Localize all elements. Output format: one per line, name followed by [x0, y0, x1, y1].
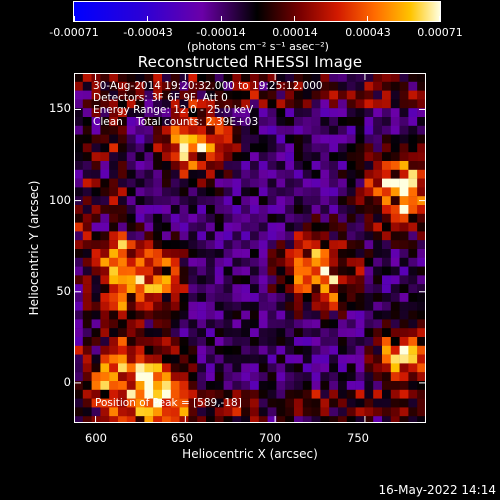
- plot-title: Reconstructed RHESSI Image: [137, 53, 363, 71]
- image-plot: [74, 73, 426, 423]
- annotation-energy: Energy Range: 12.0 - 25.0 keV: [93, 104, 254, 116]
- colorbar-tick-label: 0.00014: [272, 26, 318, 39]
- y-tick-label: 50: [56, 284, 71, 298]
- x-tick-label: 650: [171, 431, 193, 445]
- annotation-clean-counts: Clean Total counts: 2.39E+03: [93, 116, 259, 128]
- colorbar-tick: [74, 16, 75, 21]
- x-axis-label: Heliocentric X (arcsec): [182, 447, 318, 461]
- colorbar-tick-label: -0.00071: [49, 26, 99, 39]
- annotation-detectors: Detectors: 3F 6F 9F, Att 0: [93, 92, 228, 104]
- axis-ticks: [74, 73, 426, 423]
- colorbar-tick-label: 0.00043: [345, 26, 391, 39]
- colorbar-tick-label: 0.00071: [417, 26, 463, 39]
- colorbar-units: (photons cm⁻² s⁻¹ asec⁻²): [187, 40, 329, 53]
- colorbar-tick: [221, 16, 222, 21]
- x-tick-label: 600: [85, 431, 107, 445]
- x-tick-label: 750: [347, 431, 369, 445]
- plot-frame: [74, 73, 426, 423]
- colorbar-tick: [439, 16, 440, 21]
- image-canvas: [74, 73, 426, 423]
- y-tick-label: 0: [63, 375, 71, 389]
- plot-date-stamp: 16-May-2022 14:14: [378, 483, 496, 497]
- colorbar-tick: [294, 16, 295, 21]
- y-axis-label: Heliocentric Y (arcsec): [27, 180, 41, 316]
- colorbar-tick: [147, 16, 148, 21]
- y-tick-label: 150: [49, 101, 71, 115]
- colorbar: [73, 1, 441, 22]
- colorbar-tick: [367, 16, 368, 21]
- y-tick-label: 100: [49, 193, 71, 207]
- colorbar-tick-label: -0.00014: [196, 26, 246, 39]
- image-pixels: [74, 73, 426, 423]
- colorbar-tick-label: -0.00043: [123, 26, 173, 39]
- x-tick-label: 700: [259, 431, 281, 445]
- annotation-peak-position: Position of Peak = [589,-18]: [95, 397, 242, 409]
- annotation-time-range: 30-Aug-2014 19:20:32.000 to 19:25:12.000: [93, 80, 323, 92]
